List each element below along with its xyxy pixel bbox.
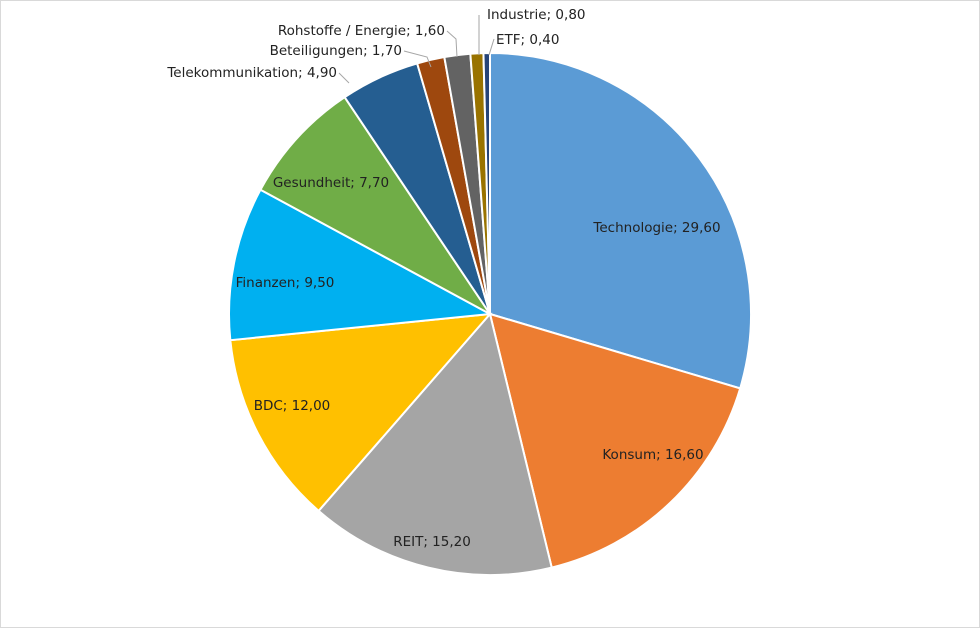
- data-label-konsum: Konsum; 16,60: [602, 447, 703, 463]
- pie-slices: [228, 51, 752, 576]
- leader-line-telekommunikation: [338, 72, 350, 84]
- slice-reit: [317, 311, 553, 576]
- leader-line-beteiligungen: [403, 50, 432, 68]
- data-label-industrie: Industrie; 0,80: [487, 7, 586, 23]
- leader-line-etf: [488, 38, 495, 56]
- data-label-bdc: BDC; 12,00: [254, 398, 331, 414]
- slice-finanzen: [228, 188, 494, 342]
- data-label-rohstoffe-energie: Rohstoffe / Energie; 1,60: [278, 23, 445, 39]
- data-label-etf: ETF; 0,40: [496, 32, 559, 48]
- data-labels: Technologie; 29,60 Konsum; 16,60 REIT; 15,…: [166, 7, 720, 550]
- leader-line-rohstoffe-energie: [446, 30, 458, 58]
- data-label-finanzen: Finanzen; 9,50: [236, 275, 335, 291]
- slice-gesundheit: [259, 95, 491, 315]
- leader-lines: [338, 15, 495, 84]
- slice-konsum: [488, 312, 742, 569]
- data-label-technologie: Technologie; 29,60: [592, 220, 720, 236]
- data-label-telekommunikation: Telekommunikation; 4,90: [166, 65, 337, 81]
- data-label-beteiligungen: Beteiligungen; 1,70: [270, 43, 402, 59]
- slice-bdc: [229, 312, 493, 513]
- slice-technologie: [489, 51, 752, 390]
- data-label-reit: REIT; 15,20: [393, 534, 471, 550]
- data-label-gesundheit: Gesundheit; 7,70: [273, 175, 389, 191]
